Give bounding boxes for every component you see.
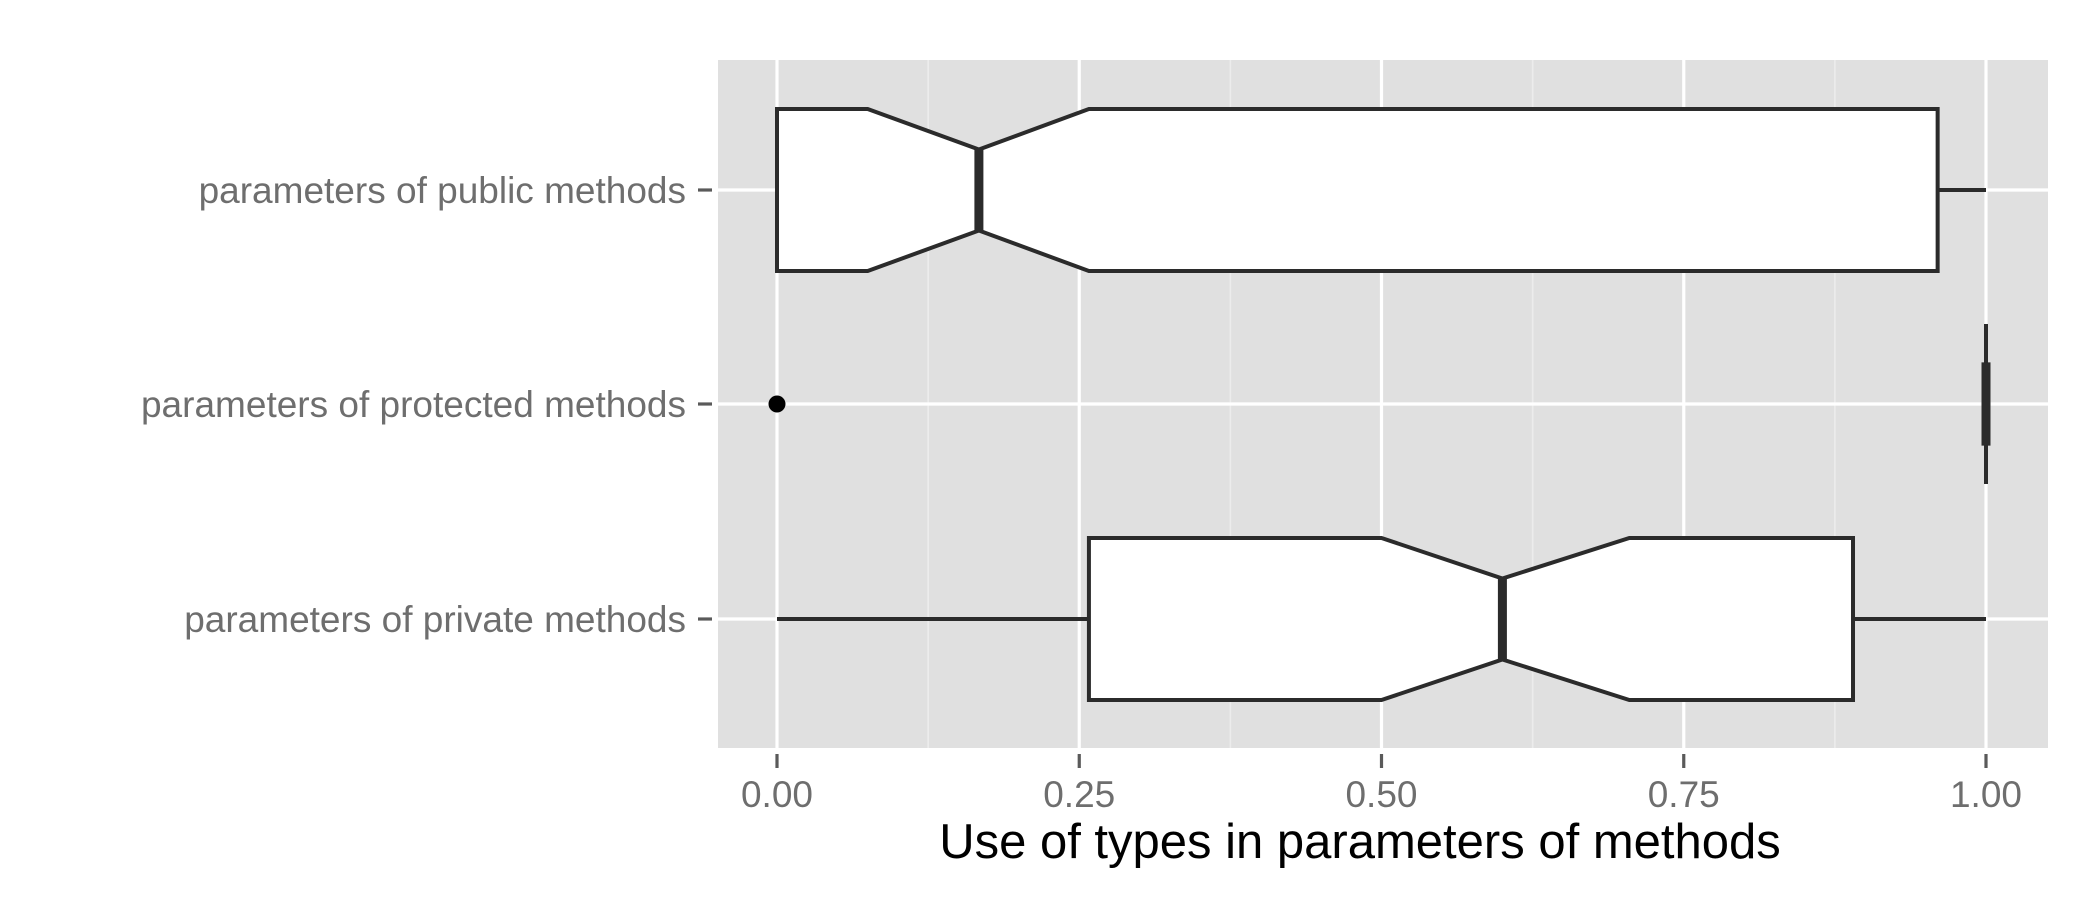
y-tick-label: parameters of public methods [199,170,686,211]
x-tick-label: 0.75 [1648,774,1720,815]
notched-box [775,107,1940,273]
x-tick-label: 0.50 [1345,774,1417,815]
x-tick-label: 0.00 [741,774,813,815]
x-tick-label: 1.00 [1950,774,2022,815]
x-tick-label: 0.25 [1043,774,1115,815]
box-group [768,324,1991,484]
y-tick-label: parameters of protected methods [141,384,686,425]
box-group [777,536,1986,702]
outlier-point [768,395,786,413]
box-group [775,107,1986,273]
box-layer [768,107,1991,702]
x-axis-title: Use of types in parameters of methods [939,815,1781,869]
axis-layer: parameters of public methods parameters o… [141,170,2022,815]
y-tick-label: parameters of private methods [184,599,686,640]
notched-box [1086,536,1856,702]
